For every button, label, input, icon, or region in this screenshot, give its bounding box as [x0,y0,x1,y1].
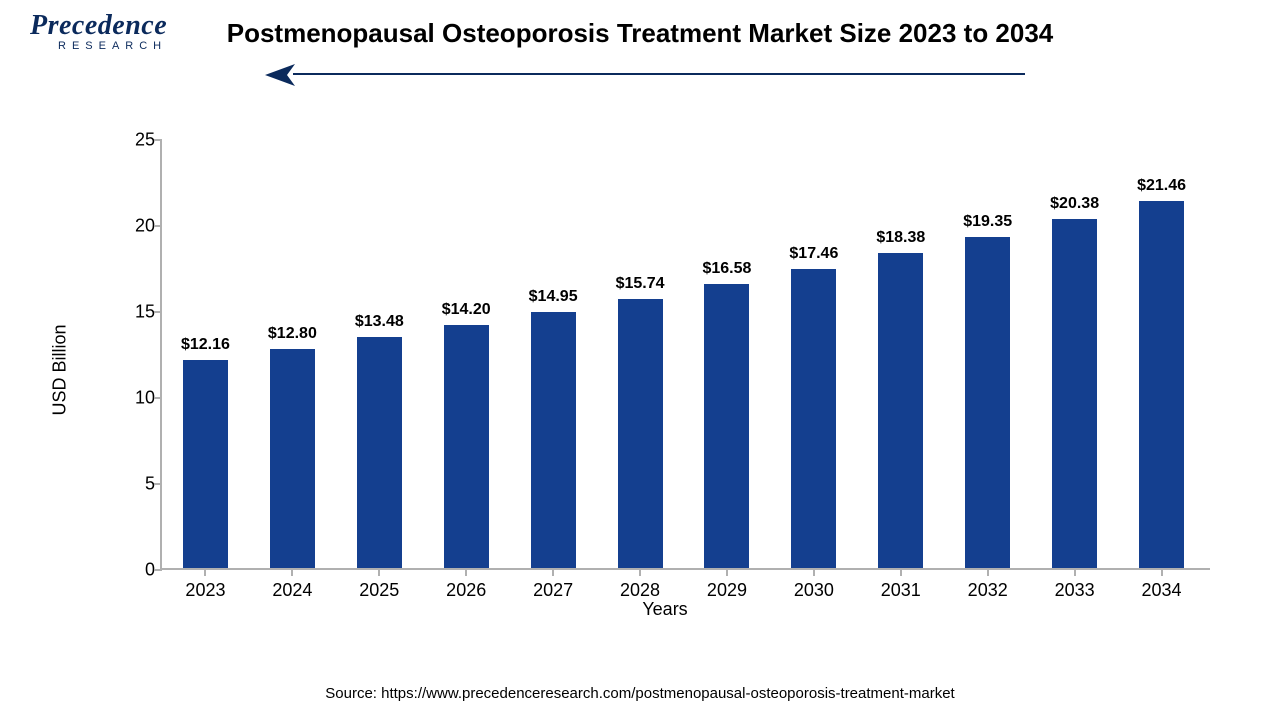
bar-value-label: $15.74 [616,275,665,293]
bar-value-label: $21.46 [1137,177,1186,195]
x-axis [160,568,1210,570]
chart-area: USD Billion $12.162023$12.802024$13.4820… [100,120,1230,620]
x-axis-label: Years [100,599,1230,620]
bar: $19.35 [965,237,1010,568]
x-tick-label: 2032 [968,580,1008,601]
bar-group: $21.462034 [1139,140,1184,568]
y-tick-mark [154,225,162,227]
bar-value-label: $14.20 [442,301,491,319]
bar-value-label: $12.16 [181,336,230,354]
bar: $14.20 [444,325,489,568]
x-tick-mark [900,568,902,576]
y-tick-label: 5 [100,474,155,495]
bar: $16.58 [704,284,749,568]
bar: $12.16 [183,360,228,568]
bar-group: $12.802024 [270,140,315,568]
x-tick-label: 2029 [707,580,747,601]
chart-title: Postmenopausal Osteoporosis Treatment Ma… [0,18,1280,49]
bar-group: $15.742028 [618,140,663,568]
x-tick-label: 2034 [1142,580,1182,601]
bar-value-label: $18.38 [876,229,925,247]
x-tick-label: 2030 [794,580,834,601]
source-text: Source: https://www.precedenceresearch.c… [0,685,1280,702]
x-tick-mark [378,568,380,576]
y-tick-mark [154,569,162,571]
x-tick-label: 2025 [359,580,399,601]
x-tick-mark [204,568,206,576]
bar-value-label: $16.58 [702,260,751,278]
x-tick-label: 2026 [446,580,486,601]
x-tick-label: 2031 [881,580,921,601]
x-tick-mark [1074,568,1076,576]
plot-region: $12.162023 $12.802024 $13.482025 $14.202026… [162,140,1205,568]
bar-group: $18.382031 [878,140,923,568]
y-tick-mark [154,483,162,485]
bar: $15.74 [618,299,663,568]
bar-group: $19.352032 [965,140,1010,568]
y-tick-label: 0 [100,560,155,581]
y-tick-mark [154,139,162,141]
bar: $20.38 [1052,219,1097,568]
y-tick-label: 10 [100,388,155,409]
bar: $21.46 [1139,201,1184,568]
bar-value-label: $20.38 [1050,195,1099,213]
bar-group: $20.382033 [1052,140,1097,568]
bar-group: $16.582029 [704,140,749,568]
bar-value-label: $14.95 [529,288,578,306]
x-tick-mark [813,568,815,576]
arrow-left-icon [265,62,299,88]
bar: $17.46 [791,269,836,568]
bar: $18.38 [878,253,923,568]
x-tick-label: 2028 [620,580,660,601]
chart-container: Precedence RESEARCH Postmenopausal Osteo… [0,0,1280,720]
x-tick-mark [1161,568,1163,576]
bar: $12.80 [270,349,315,568]
y-tick-label: 15 [100,302,155,323]
x-tick-label: 2033 [1055,580,1095,601]
y-tick-mark [154,311,162,313]
x-tick-label: 2024 [272,580,312,601]
bar: $14.95 [531,312,576,568]
x-tick-mark [465,568,467,576]
y-tick-mark [154,397,162,399]
bar-group: $17.462030 [791,140,836,568]
bar-value-label: $19.35 [963,213,1012,231]
bar-group: $12.162023 [183,140,228,568]
y-axis-label: USD Billion [50,324,71,415]
x-tick-mark [987,568,989,576]
decorative-arrow [265,60,1025,90]
y-tick-label: 20 [100,216,155,237]
bar-value-label: $12.80 [268,325,317,343]
bar-value-label: $17.46 [789,245,838,263]
x-tick-mark [639,568,641,576]
x-tick-label: 2023 [185,580,225,601]
y-tick-label: 25 [100,130,155,151]
arrow-line [293,73,1025,75]
x-tick-mark [726,568,728,576]
x-tick-label: 2027 [533,580,573,601]
bar: $13.48 [357,337,402,568]
bar-group: $14.202026 [444,140,489,568]
bar-group: $14.952027 [531,140,576,568]
x-tick-mark [291,568,293,576]
bar-value-label: $13.48 [355,313,404,331]
x-tick-mark [552,568,554,576]
bar-group: $13.482025 [357,140,402,568]
